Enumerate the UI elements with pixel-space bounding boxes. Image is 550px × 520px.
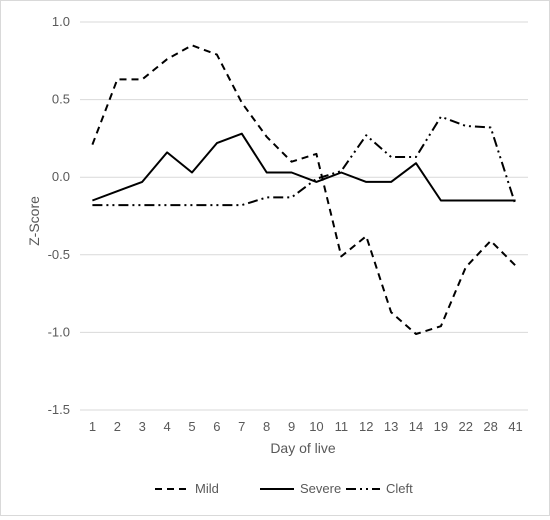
y-tick-label: -0.5 xyxy=(48,247,70,262)
x-tick-label: 2 xyxy=(114,419,121,434)
x-tick-label: 19 xyxy=(434,419,448,434)
y-tick-label: 0.0 xyxy=(52,169,70,184)
x-tick-label: 8 xyxy=(263,419,270,434)
y-tick-labels: 1.0 0.5 0.0 -0.5 -1.0 -1.5 xyxy=(48,14,70,417)
x-tick-label: 12 xyxy=(359,419,373,434)
x-tick-label: 5 xyxy=(188,419,195,434)
y-tick-label: -1.5 xyxy=(48,402,70,417)
y-tick-label: -1.0 xyxy=(48,324,70,339)
series-line-mild xyxy=(91,44,517,335)
x-tick-label: 10 xyxy=(309,419,323,434)
x-tick-label: 11 xyxy=(335,419,349,434)
x-axis-title: Day of live xyxy=(270,440,336,456)
x-tick-label: 14 xyxy=(409,419,423,434)
series-lines xyxy=(91,44,517,335)
legend: Mild Severe Cleft xyxy=(155,481,413,496)
gridlines xyxy=(80,21,528,411)
legend-label-severe: Severe xyxy=(300,481,341,496)
x-tick-label: 13 xyxy=(384,419,398,434)
x-tick-label: 3 xyxy=(139,419,146,434)
x-tick-label: 41 xyxy=(508,419,522,434)
y-tick-label: 1.0 xyxy=(52,14,70,29)
y-tick-label: 0.5 xyxy=(52,92,70,107)
x-tick-label: 6 xyxy=(213,419,220,434)
series-line-cleft xyxy=(92,115,517,207)
x-tick-label: 9 xyxy=(288,419,295,434)
x-tick-labels: 1 2 3 4 5 6 7 8 9 10 11 12 13 14 19 22 28 41 xyxy=(89,419,523,434)
x-tick-label: 28 xyxy=(483,419,497,434)
x-tick-label: 1 xyxy=(89,419,96,434)
x-tick-label: 7 xyxy=(238,419,245,434)
x-tick-label: 4 xyxy=(163,419,170,434)
x-tick-label: 22 xyxy=(459,419,473,434)
legend-label-mild: Mild xyxy=(195,481,219,496)
legend-label-cleft: Cleft xyxy=(386,481,413,496)
series-line-severe xyxy=(92,132,516,202)
y-axis-title: Z-Score xyxy=(26,196,42,246)
